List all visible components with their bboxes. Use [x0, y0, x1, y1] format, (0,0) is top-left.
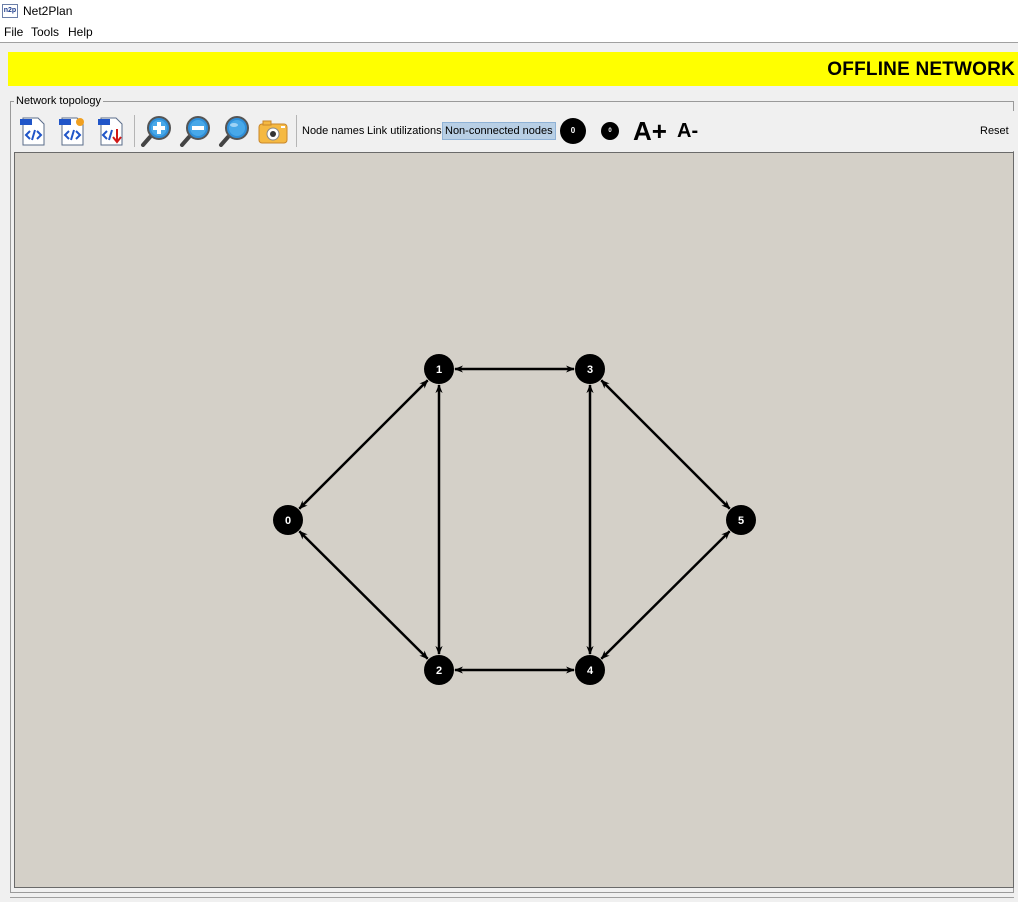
zoom-all-icon: [219, 116, 249, 147]
node-2[interactable]: 2: [424, 655, 454, 685]
node-0[interactable]: 0: [273, 505, 303, 535]
menu-help[interactable]: Help: [68, 25, 93, 39]
node-label: 0: [285, 515, 291, 527]
load-design-icon: [20, 117, 45, 146]
link-4-5[interactable]: [600, 530, 731, 660]
app-logo-icon: n2p: [2, 4, 18, 18]
menu-separator: [0, 42, 1018, 43]
node-label: 2: [436, 665, 442, 677]
zoom-out-button[interactable]: [179, 115, 211, 147]
node-circle[interactable]: [726, 505, 756, 535]
non-connected-nodes-toggle[interactable]: Non-connected nodes: [442, 122, 556, 140]
title-bar: n2p Net2Plan: [0, 0, 1018, 22]
node-5[interactable]: 5: [726, 505, 756, 535]
panel-title: Network topology: [14, 95, 103, 107]
menu-bar: File Tools Help: [0, 23, 1018, 42]
node-4[interactable]: 4: [575, 655, 605, 685]
zoom-in-button[interactable]: [140, 115, 172, 147]
link-0-1[interactable]: [298, 379, 429, 510]
status-separator: [10, 897, 1014, 898]
window-title: Net2Plan: [23, 4, 73, 18]
topology-canvas[interactable]: 0 1 2 3 4 5: [14, 152, 1014, 888]
decrease-font-button[interactable]: A-: [677, 120, 699, 142]
link-3-5[interactable]: [600, 379, 731, 510]
save-design-button[interactable]: [95, 115, 127, 147]
snapshot-button[interactable]: [257, 115, 289, 147]
save-design-icon: [98, 117, 123, 146]
load-traffic-button[interactable]: [56, 115, 88, 147]
node-label: 3: [587, 364, 593, 376]
zoom-in-icon: [141, 116, 171, 147]
network-graph[interactable]: 0 1 2 3 4 5: [15, 153, 1013, 887]
toolbar-separator: [296, 115, 297, 147]
increase-font-button[interactable]: A+: [633, 116, 667, 146]
node-3[interactable]: 3: [575, 354, 605, 384]
node-circle[interactable]: [575, 655, 605, 685]
banner-text: OFFLINE NETWORK: [827, 59, 1015, 80]
link-0-2[interactable]: [298, 530, 429, 660]
toolbar-separator: [134, 115, 135, 147]
menu-file[interactable]: File: [4, 25, 24, 39]
node-label: 5: [738, 515, 744, 527]
node-names-toggle[interactable]: Node names: [302, 125, 365, 137]
node-circle[interactable]: [424, 354, 454, 384]
increase-node-size-button[interactable]: 0: [560, 118, 586, 144]
load-design-button[interactable]: [17, 115, 49, 147]
topology-toolbar: Node names Link utilizations Non-connect…: [14, 111, 1014, 151]
node-circle[interactable]: [273, 505, 303, 535]
zoom-all-button[interactable]: [218, 115, 250, 147]
node-label: 1: [436, 364, 442, 376]
reset-button[interactable]: Reset: [980, 125, 1009, 137]
take-snapshot-icon: [258, 120, 288, 144]
node-circle[interactable]: [575, 354, 605, 384]
decrease-node-size-button[interactable]: 0: [601, 122, 619, 140]
link-utilizations-toggle[interactable]: Link utilizations: [367, 125, 442, 137]
node-1[interactable]: 1: [424, 354, 454, 384]
status-banner: OFFLINE NETWORK: [8, 52, 1018, 86]
zoom-out-icon: [180, 116, 210, 147]
load-traffic-icon: [59, 117, 84, 146]
node-circle[interactable]: [424, 655, 454, 685]
menu-tools[interactable]: Tools: [31, 25, 60, 39]
node-label: 4: [587, 665, 594, 677]
